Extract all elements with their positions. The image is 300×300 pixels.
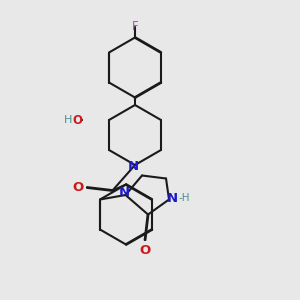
Text: N: N	[167, 191, 178, 205]
Text: O: O	[72, 181, 84, 194]
Text: N: N	[128, 160, 139, 173]
Text: -H: -H	[178, 193, 190, 203]
Text: H: H	[64, 115, 73, 125]
Text: F: F	[132, 20, 138, 34]
Text: N: N	[118, 186, 130, 199]
Text: O: O	[73, 113, 82, 127]
Text: O: O	[140, 244, 151, 257]
Polygon shape	[134, 98, 136, 105]
